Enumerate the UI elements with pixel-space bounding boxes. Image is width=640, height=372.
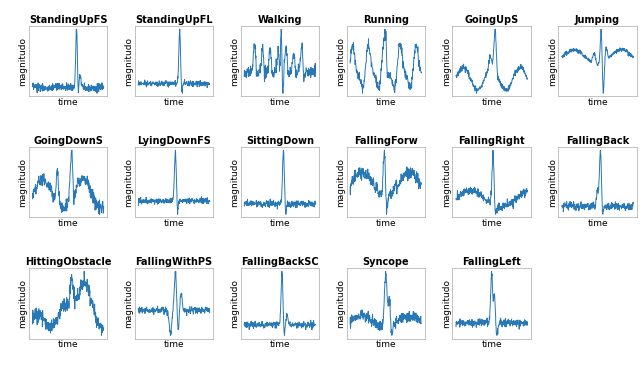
Y-axis label: magnitudo: magnitudo <box>19 37 28 86</box>
Title: FallingForw: FallingForw <box>354 136 418 146</box>
Title: Running: Running <box>363 15 409 25</box>
Title: FallingBackSC: FallingBackSC <box>241 257 319 267</box>
Title: StandingUpFL: StandingUpFL <box>135 15 212 25</box>
Title: StandingUpFS: StandingUpFS <box>29 15 108 25</box>
X-axis label: time: time <box>269 98 290 107</box>
Title: FallingBack: FallingBack <box>566 136 629 146</box>
X-axis label: time: time <box>376 340 396 349</box>
X-axis label: time: time <box>164 340 184 349</box>
Title: LyingDownFS: LyingDownFS <box>137 136 211 146</box>
X-axis label: time: time <box>58 219 78 228</box>
Title: Walking: Walking <box>257 15 302 25</box>
Title: GoingUpS: GoingUpS <box>465 15 519 25</box>
X-axis label: time: time <box>58 340 78 349</box>
Y-axis label: magnitudo: magnitudo <box>19 279 28 328</box>
X-axis label: time: time <box>269 219 290 228</box>
Title: SittingDown: SittingDown <box>246 136 314 146</box>
Y-axis label: magnitudo: magnitudo <box>19 158 28 207</box>
Title: GoingDownS: GoingDownS <box>33 136 103 146</box>
Y-axis label: magnitudo: magnitudo <box>548 158 557 207</box>
X-axis label: time: time <box>481 98 502 107</box>
Title: FallingWithPS: FallingWithPS <box>136 257 212 267</box>
X-axis label: time: time <box>376 219 396 228</box>
Y-axis label: magnitudo: magnitudo <box>124 37 133 86</box>
Title: Syncope: Syncope <box>362 257 409 267</box>
Y-axis label: magnitudo: magnitudo <box>442 158 451 207</box>
X-axis label: time: time <box>376 98 396 107</box>
Title: FallingRight: FallingRight <box>458 136 525 146</box>
Y-axis label: magnitudo: magnitudo <box>336 37 345 86</box>
Title: HittingObstacle: HittingObstacle <box>25 257 111 267</box>
X-axis label: time: time <box>481 340 502 349</box>
Y-axis label: magnitudo: magnitudo <box>336 279 345 328</box>
Y-axis label: magnitudo: magnitudo <box>230 37 239 86</box>
X-axis label: time: time <box>164 98 184 107</box>
Title: Jumping: Jumping <box>575 15 620 25</box>
X-axis label: time: time <box>588 219 608 228</box>
Y-axis label: magnitudo: magnitudo <box>124 158 133 207</box>
Y-axis label: magnitudo: magnitudo <box>124 279 133 328</box>
Y-axis label: magnitudo: magnitudo <box>548 37 557 86</box>
Y-axis label: magnitudo: magnitudo <box>336 158 345 207</box>
X-axis label: time: time <box>58 98 78 107</box>
Y-axis label: magnitudo: magnitudo <box>442 37 451 86</box>
X-axis label: time: time <box>481 219 502 228</box>
X-axis label: time: time <box>588 98 608 107</box>
X-axis label: time: time <box>164 219 184 228</box>
X-axis label: time: time <box>269 340 290 349</box>
Y-axis label: magnitudo: magnitudo <box>230 279 239 328</box>
Y-axis label: magnitudo: magnitudo <box>230 158 239 207</box>
Title: FallingLeft: FallingLeft <box>462 257 521 267</box>
Y-axis label: magnitudo: magnitudo <box>442 279 451 328</box>
